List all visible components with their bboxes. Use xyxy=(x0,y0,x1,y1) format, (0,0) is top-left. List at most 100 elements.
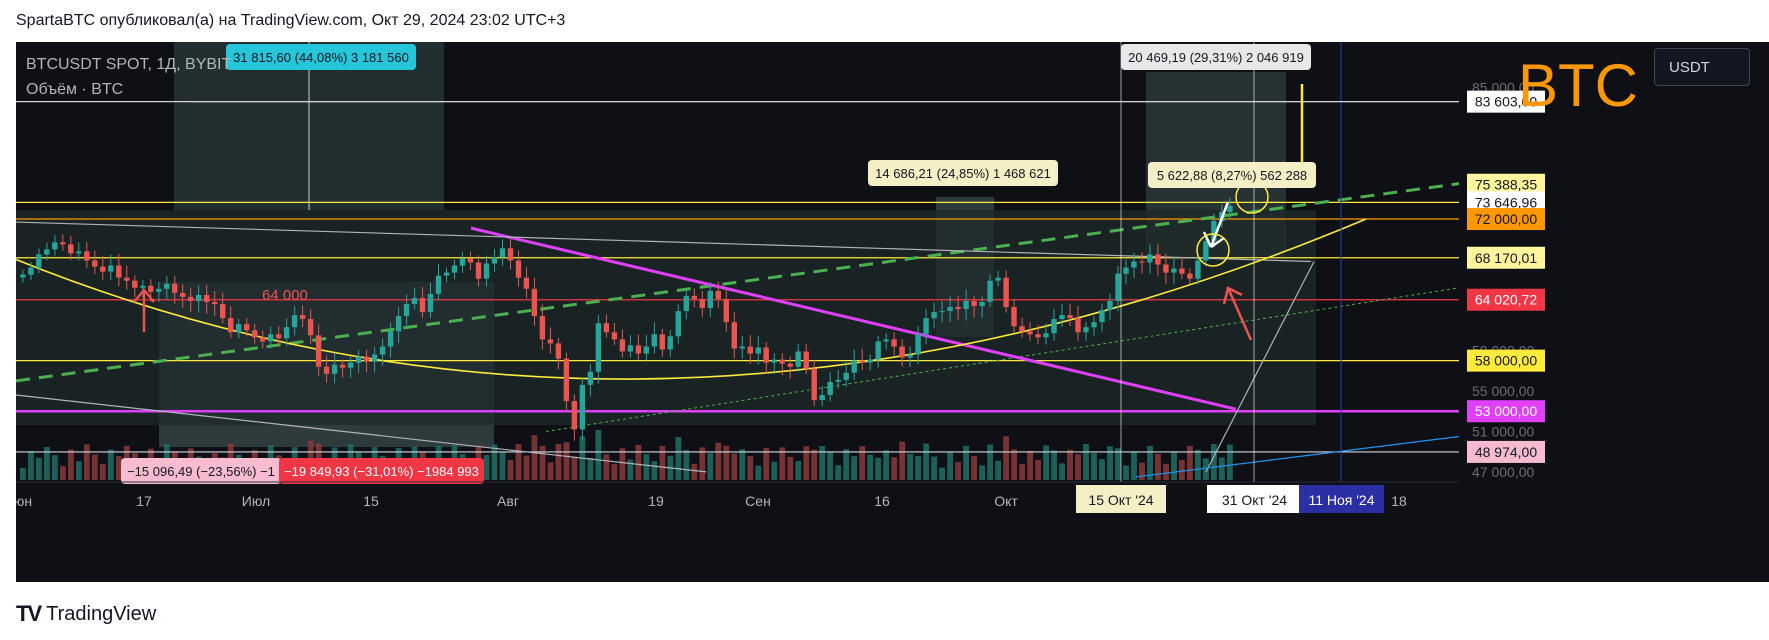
currency-button[interactable]: USDT xyxy=(1654,48,1750,86)
candle-body xyxy=(531,288,538,317)
candle-body xyxy=(1203,241,1209,261)
candle-body xyxy=(1163,264,1169,273)
volume-legend: Объём · BTC xyxy=(26,81,124,98)
volume-bar xyxy=(787,456,794,480)
volume-bar xyxy=(1059,463,1065,480)
candle-body xyxy=(515,260,522,278)
candle-body xyxy=(731,322,737,349)
volume-bar xyxy=(867,454,874,480)
time-axis-tick: Июн xyxy=(16,493,32,509)
volume-bar xyxy=(851,456,858,480)
candle-body xyxy=(435,275,442,294)
candle-body xyxy=(20,274,26,278)
candle-body xyxy=(451,265,458,273)
volume-bar xyxy=(491,444,498,480)
candle-body xyxy=(363,356,370,362)
candle-body xyxy=(148,285,154,292)
time-axis-tick: Июл xyxy=(242,493,270,509)
candle-body xyxy=(1043,333,1049,338)
candle-body xyxy=(683,295,689,312)
publication-header: SpartaBTC опубликовал(а) на TradingView.… xyxy=(16,12,566,29)
price-label-text: 72 000,00 xyxy=(1475,211,1537,227)
candle-body xyxy=(963,300,969,309)
measure-label-box xyxy=(279,458,484,484)
volume-bar xyxy=(1219,457,1225,480)
volume-bar xyxy=(83,444,90,480)
candle-body xyxy=(260,337,266,342)
volume-bar xyxy=(811,449,818,480)
volume-bar xyxy=(483,455,490,480)
measure-label-box xyxy=(226,44,416,70)
volume-bar xyxy=(563,442,570,480)
candle-body xyxy=(523,277,530,289)
candle-body xyxy=(979,302,985,306)
cup-arc xyxy=(16,218,1367,380)
candle-body xyxy=(603,323,610,333)
candle-body xyxy=(643,346,649,354)
price-label-box xyxy=(1467,246,1545,269)
price-label-text: 83 603,00 xyxy=(1475,94,1537,110)
volume-bar xyxy=(1067,449,1073,480)
volume-bar xyxy=(91,454,98,480)
candle-body xyxy=(995,277,1001,281)
candle-body xyxy=(36,254,42,268)
candle-body xyxy=(763,347,769,363)
volume-bar xyxy=(827,451,834,480)
price-chart[interactable]: 64 000 31 815,60 (44,08%) 3 181 560 20 469… xyxy=(16,42,1769,582)
candle-body xyxy=(1227,205,1233,212)
volume-bar xyxy=(1019,464,1025,480)
candle-body xyxy=(491,257,498,264)
candle-body xyxy=(1067,315,1073,319)
volume-bar xyxy=(723,445,730,480)
volume-bar xyxy=(611,464,618,480)
candle-body xyxy=(291,315,298,328)
candle-body xyxy=(355,356,362,363)
candle-body xyxy=(955,307,961,309)
candle-body xyxy=(1003,277,1009,307)
candle-body xyxy=(220,304,226,319)
candle-body xyxy=(124,277,130,281)
candle-body xyxy=(299,315,306,320)
volume-bar xyxy=(555,444,562,480)
volume-bar xyxy=(707,453,714,480)
candle-body xyxy=(1011,307,1017,327)
candle-body xyxy=(1195,260,1201,279)
candle-body xyxy=(1099,310,1105,323)
volume-bar xyxy=(1043,445,1049,480)
volume-bar xyxy=(1227,444,1233,480)
volume-bar xyxy=(875,457,882,480)
candle-body xyxy=(68,244,74,254)
volume-bar xyxy=(691,463,698,480)
time-axis-tick: 15 xyxy=(363,493,379,509)
time-axis-highlight-box xyxy=(1207,485,1302,513)
measure-label-box xyxy=(868,160,1058,186)
candle-body xyxy=(827,381,833,395)
candle-body xyxy=(779,359,785,364)
chart-panel[interactable]: 64 000 31 815,60 (44,08%) 3 181 560 20 469… xyxy=(16,42,1769,582)
tradingview-footer[interactable]: TV TradingView xyxy=(16,601,156,627)
volume-bar xyxy=(115,456,122,480)
measure-label-text: 31 815,60 (44,08%) 3 181 560 xyxy=(233,50,409,65)
candle-body xyxy=(795,351,801,367)
candle-body xyxy=(619,339,626,352)
measure-label-text: −19 849,93 (−31,01%) −1984 993 xyxy=(284,464,479,479)
volume-bar xyxy=(947,452,953,480)
candle-body xyxy=(1083,327,1089,333)
volume-bar xyxy=(1003,436,1009,480)
candle-body xyxy=(1107,300,1113,310)
time-axis-tick: 18 xyxy=(1391,493,1407,509)
volume-bar xyxy=(891,457,898,480)
candle-body xyxy=(419,297,426,313)
tradingview-logo-icon: TV xyxy=(16,601,42,626)
volume-bar xyxy=(1163,463,1169,480)
price-label-box xyxy=(1467,288,1545,311)
volume-bar xyxy=(52,455,58,480)
volume-bar xyxy=(795,461,802,480)
candle-body xyxy=(819,395,825,401)
candle-body xyxy=(747,346,753,354)
candle-body xyxy=(212,302,218,304)
candle-body xyxy=(1035,334,1041,338)
candle-body xyxy=(275,334,282,339)
tradingview-logo-text: TradingView xyxy=(46,602,157,625)
lower-channel-line xyxy=(545,287,1460,432)
